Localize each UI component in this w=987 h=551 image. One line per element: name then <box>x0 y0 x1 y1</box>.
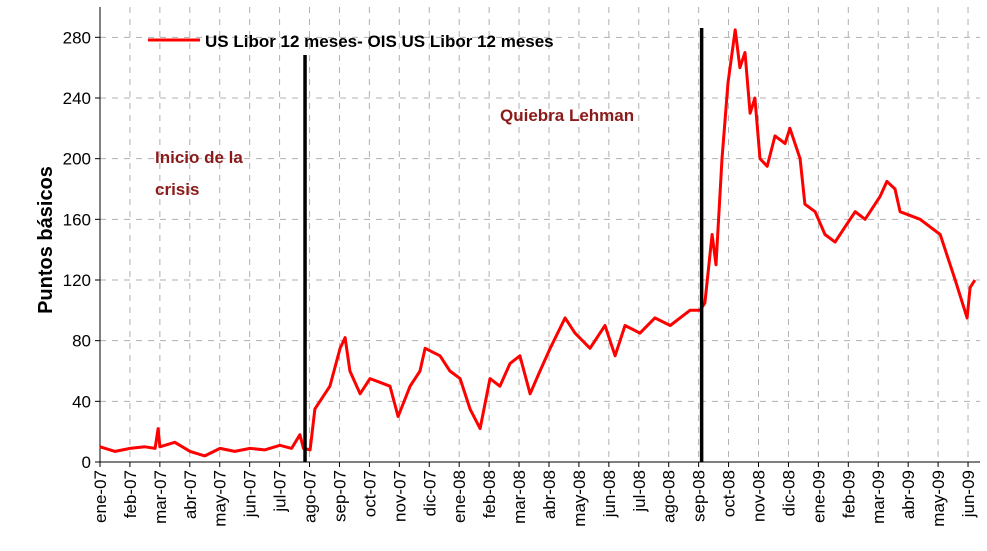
x-tick-label: jun-07 <box>241 470 260 518</box>
x-tick-label: ene-09 <box>809 470 828 523</box>
x-tick-label: dic-08 <box>779 470 798 516</box>
x-tick-label: ago-07 <box>301 470 320 523</box>
x-tick-label: mar-07 <box>151 470 170 524</box>
y-tick-label: 160 <box>63 210 91 229</box>
x-tick-label: sep-08 <box>690 470 709 522</box>
x-tick-label: abr-09 <box>899 470 918 519</box>
x-tick-label: may-08 <box>570 470 589 527</box>
x-tick-label: jun-08 <box>600 470 619 518</box>
x-tick-label: oct-07 <box>360 470 379 517</box>
x-tick-label: feb-07 <box>121 470 140 518</box>
x-tick-label: feb-08 <box>480 470 499 518</box>
annotation: Quiebra Lehman <box>500 106 635 125</box>
y-tick-label: 40 <box>72 392 91 411</box>
y-tick-label: 240 <box>63 89 91 108</box>
x-tick-label: abr-08 <box>540 470 559 519</box>
x-tick-label: nov-08 <box>750 470 769 522</box>
y-tick-label: 280 <box>63 28 91 47</box>
legend-label: US Libor 12 meses- OIS US Libor 12 meses <box>205 32 554 51</box>
x-tick-label: may-07 <box>211 470 230 527</box>
y-tick-label: 0 <box>82 453 91 472</box>
y-tick-label: 200 <box>63 150 91 169</box>
x-tick-label: may-09 <box>929 470 948 527</box>
y-axis-label: Puntos básicos <box>35 166 57 314</box>
y-tick-label: 120 <box>63 271 91 290</box>
x-tick-label: feb-09 <box>839 470 858 518</box>
x-tick-label: ago-08 <box>660 470 679 523</box>
x-tick-label: dic-07 <box>420 470 439 516</box>
annotation: Inicio de la crisis <box>155 148 243 199</box>
x-tick-label: sep-07 <box>330 470 349 522</box>
x-tick-label: ene-08 <box>450 470 469 523</box>
x-tick-label: abr-07 <box>181 470 200 519</box>
x-tick-label: ene-07 <box>91 470 110 523</box>
x-tick-label: nov-07 <box>390 470 409 522</box>
line-series <box>99 28 977 458</box>
y-tick-label: 80 <box>72 332 91 351</box>
x-tick-label: jul-07 <box>271 470 290 513</box>
x-tick-label: mar-09 <box>869 470 888 524</box>
x-tick-label: oct-08 <box>720 470 739 517</box>
x-tick-label: mar-08 <box>510 470 529 524</box>
x-tick-label: jun-09 <box>959 470 978 518</box>
x-tick-label: jul-08 <box>630 470 649 513</box>
